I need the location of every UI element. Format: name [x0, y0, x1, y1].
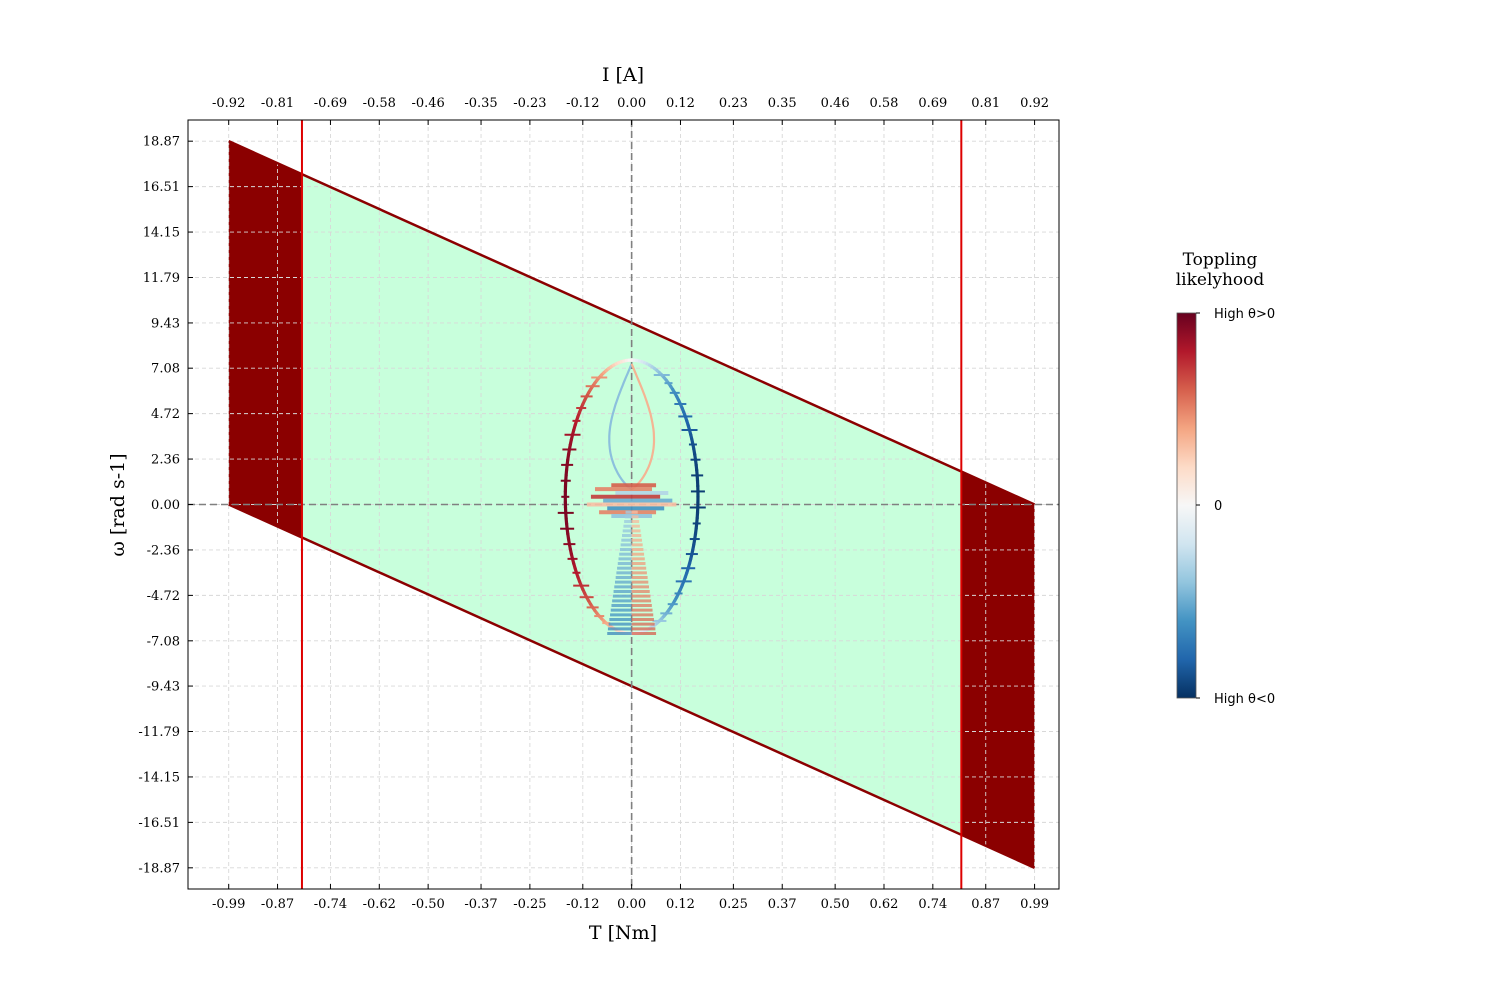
colorbar-title-line-2: likelyhood [1176, 270, 1265, 290]
colorbar: Toppling likelyhood High θ>0 0 High θ<0 [1176, 250, 1275, 707]
x-tick-label: 0.87 [971, 897, 1000, 912]
y-tick-label: -7.08 [147, 634, 180, 649]
x-tick-label: -0.12 [566, 897, 599, 912]
top-tick-label: 0.00 [617, 96, 646, 111]
top-tick-label: 0.12 [666, 96, 695, 111]
x-tick-label: 0.25 [719, 897, 748, 912]
top-axis-title: I [A] [602, 64, 644, 86]
y-tick-label: -4.72 [147, 589, 180, 604]
top-tick-label: -0.92 [212, 96, 245, 111]
x-tick-label: -0.99 [212, 897, 245, 912]
colorbar-label-high: High θ>0 [1214, 307, 1275, 322]
y-tick-label: 4.72 [151, 407, 180, 422]
top-tick-label: 0.46 [821, 96, 850, 111]
y-tick-label: 14.15 [143, 226, 180, 241]
y-tick-label: -14.15 [138, 770, 180, 785]
x-tick-label: 0.00 [617, 897, 646, 912]
top-tick-label: -0.81 [261, 96, 294, 111]
y-tick-label: -11.79 [138, 725, 180, 740]
x-tick-label: -0.25 [513, 897, 546, 912]
y-tick-label: 18.87 [143, 135, 180, 150]
x-tick-label: -0.37 [464, 897, 497, 912]
top-tick-label: -0.69 [314, 96, 347, 111]
top-tick-label: 0.35 [768, 96, 797, 111]
x-tick-label: -0.74 [314, 897, 347, 912]
x-tick-label: 0.37 [768, 897, 797, 912]
top-tick-label: 0.69 [918, 96, 947, 111]
x-tick-label: 0.62 [870, 897, 899, 912]
y-tick-label: 11.79 [143, 271, 180, 286]
y-tick-label: 2.36 [151, 453, 180, 468]
y-tick-label: 7.08 [151, 362, 180, 377]
y-tick-label: -18.87 [138, 861, 180, 876]
colorbar-label-low: High θ<0 [1214, 692, 1275, 707]
colorbar-label-mid: 0 [1214, 499, 1222, 514]
top-tick-label: 0.92 [1020, 96, 1049, 111]
y-axis-title: ω [rad s-1] [107, 453, 129, 556]
x-tick-label: -0.50 [411, 897, 444, 912]
top-tick-label: -0.58 [363, 96, 396, 111]
y-tick-label: 9.43 [151, 316, 180, 331]
top-tick-label: -0.23 [513, 96, 546, 111]
x-tick-label: -0.62 [363, 897, 396, 912]
top-tick-label: 0.58 [870, 96, 899, 111]
y-tick-label: -16.51 [138, 816, 180, 831]
top-tick-label: -0.35 [464, 96, 497, 111]
y-tick-label: 16.51 [143, 180, 180, 195]
x-tick-label: 0.12 [666, 897, 695, 912]
y-tick-label: -9.43 [147, 680, 180, 695]
x-tick-label: -0.87 [261, 897, 294, 912]
x-tick-label: 0.74 [918, 897, 947, 912]
x-axis-title: T [Nm] [589, 922, 657, 944]
top-tick-label: 0.81 [971, 96, 1000, 111]
y-tick-label: -2.36 [147, 543, 180, 558]
colorbar-title-line-1: Toppling [1183, 250, 1258, 270]
y-tick-label: 0.00 [151, 498, 180, 513]
top-tick-label: -0.12 [566, 96, 599, 111]
colorbar-gradient [1177, 313, 1196, 698]
top-tick-label: 0.23 [719, 96, 748, 111]
x-tick-label: 0.50 [821, 897, 850, 912]
top-tick-label: -0.46 [411, 96, 444, 111]
x-tick-label: 0.99 [1020, 897, 1049, 912]
